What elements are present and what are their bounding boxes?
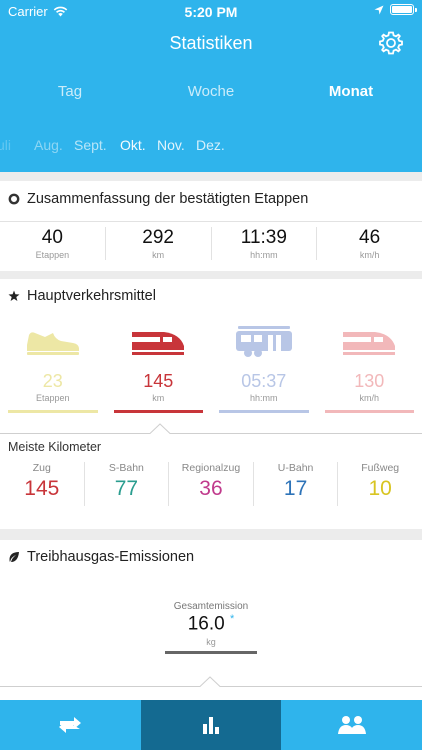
mode-stat-tram[interactable]: 05:37 hh:mm — [211, 371, 317, 413]
header: Carrier 5:20 PM Statistiken Tag Woche Mo… — [0, 0, 422, 172]
total-emission-value[interactable]: 16.0 * — [187, 613, 235, 635]
battery-icon — [390, 4, 417, 15]
most-km-row: Zug 145 S-Bahn 77 Regionalzug 36 U-Bahn … — [0, 462, 422, 506]
transfer-icon — [59, 717, 82, 733]
month-item[interactable]: Nov. — [157, 137, 185, 153]
month-item[interactable]: Okt. — [120, 137, 146, 153]
tab-month[interactable]: Monat — [328, 83, 374, 100]
pointer-notch — [0, 676, 422, 687]
wifi-icon — [53, 6, 67, 17]
main-transport-card: Hauptverkehrsmittel — [0, 279, 422, 529]
km-item-walk[interactable]: Fußweg 10 — [361, 462, 400, 500]
km-item-sbahn[interactable]: S-Bahn 77 — [85, 462, 170, 506]
tab-community[interactable] — [281, 700, 422, 750]
km-item-ubahn[interactable]: U-Bahn 17 — [254, 462, 339, 506]
summary-stats: 40 Etappen 292 km 11:39 hh:mm 46 km/h — [0, 227, 422, 260]
tram-icon — [235, 325, 292, 357]
month-item[interactable]: Sept. — [74, 137, 107, 153]
people-icon — [337, 716, 366, 734]
star-icon — [8, 290, 20, 301]
total-emission-label: Gesamtemission — [173, 601, 249, 612]
page-title: Statistiken — [169, 33, 253, 53]
mode-bar — [324, 410, 414, 413]
gear-icon[interactable] — [378, 30, 404, 56]
mode-bar — [219, 410, 309, 413]
mode-stat-train[interactable]: 145 km — [106, 371, 212, 413]
main-transport-title: Hauptverkehrsmittel — [27, 288, 156, 304]
month-item[interactable]: Dez. — [196, 137, 225, 153]
tab-week[interactable]: Woche — [187, 83, 235, 100]
circle-icon — [8, 193, 20, 205]
train-icon — [132, 331, 185, 355]
summary-title: Zusammenfassung der bestätigten Etappen — [27, 191, 309, 207]
stat-stages: 40 Etappen — [0, 227, 106, 260]
info-marker: * — [229, 613, 235, 625]
most-km-title: Meiste Kilometer — [8, 440, 102, 454]
train-faded-icon — [343, 331, 396, 355]
emissions-title: Treibhausgas-Emissionen — [27, 549, 195, 565]
status-bar: Carrier 5:20 PM — [0, 0, 422, 22]
stat-duration: 11:39 hh:mm — [212, 227, 318, 260]
mode-bar — [8, 410, 98, 413]
km-item-train[interactable]: Zug 145 — [0, 462, 85, 506]
mode-stat-walk[interactable]: 23 Etappen — [0, 371, 106, 413]
summary-card: Zusammenfassung der bestätigten Etappen … — [0, 181, 422, 271]
stat-distance: 292 km — [106, 227, 212, 260]
total-emission-bar — [165, 651, 257, 654]
emissions-card: Treibhausgas-Emissionen Gesamtemission 1… — [0, 540, 422, 700]
tab-statistics[interactable] — [140, 700, 282, 750]
tab-bar — [0, 700, 422, 750]
month-item[interactable]: Juli — [0, 137, 12, 153]
shoe-icon — [26, 331, 79, 355]
month-item[interactable]: Aug. — [34, 137, 63, 153]
status-time: 5:20 PM — [184, 4, 238, 20]
bar-chart-icon — [203, 717, 219, 734]
mode-bar — [113, 410, 203, 413]
carrier-label: Carrier — [8, 4, 48, 19]
total-emission-unit: kg — [206, 637, 216, 647]
tab-trips[interactable] — [0, 700, 141, 750]
pointer-notch — [0, 423, 422, 434]
leaf-icon — [9, 552, 19, 562]
location-arrow-icon — [374, 5, 384, 14]
km-item-regional[interactable]: Regionalzug 36 — [169, 462, 254, 506]
tab-day[interactable]: Tag — [57, 83, 83, 100]
mode-icons — [0, 319, 422, 364]
mode-stats: 23 Etappen 145 km 05:37 hh:mm 130 km/h — [0, 371, 422, 413]
stat-speed: 46 km/h — [359, 227, 381, 260]
mode-stat-speed[interactable]: 130 km/h — [317, 371, 422, 413]
